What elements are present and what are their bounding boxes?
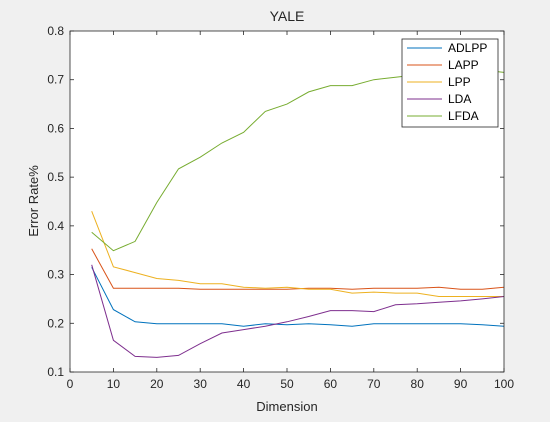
series-line-lpp bbox=[91, 211, 504, 297]
x-tick-label: 40 bbox=[237, 377, 251, 391]
legend-label-lda: LDA bbox=[448, 92, 471, 106]
y-tick-label: 0.7 bbox=[47, 73, 64, 87]
x-tick-label: 80 bbox=[411, 377, 425, 391]
y-tick-label: 0.3 bbox=[47, 268, 64, 282]
legend: ADLPP LAPP LPP LDA LFDA bbox=[401, 38, 499, 128]
y-tick-label: 0.8 bbox=[47, 24, 64, 38]
x-tick-label: 70 bbox=[367, 377, 381, 391]
x-tick-label: 30 bbox=[194, 377, 208, 391]
x-tick-label: 0 bbox=[67, 377, 74, 391]
x-tick-label: 20 bbox=[150, 377, 164, 391]
chart-title: YALE bbox=[270, 8, 305, 24]
series-line-adlpp bbox=[91, 267, 505, 327]
x-tick-label: 10 bbox=[107, 377, 121, 391]
series-line-lda bbox=[91, 264, 505, 358]
y-axis-label: Error Rate% bbox=[26, 165, 41, 237]
legend-label-adlpp: ADLPP bbox=[448, 41, 487, 55]
x-axis-label: Dimension bbox=[256, 399, 317, 414]
ticks-layer: 0 10 20 30 40 50 60 70 80 90 100 0.1 0.2 0.3 0.4 0.5 0.6… bbox=[47, 24, 514, 391]
legend-box bbox=[401, 38, 499, 128]
y-tick-label: 0.5 bbox=[47, 170, 64, 184]
y-tick-label: 0.6 bbox=[47, 121, 64, 135]
legend-label-lfda: LFDA bbox=[448, 109, 479, 123]
x-tick-label: 100 bbox=[494, 377, 514, 391]
legend-label-lpp: LPP bbox=[448, 75, 471, 89]
y-tick-label: 0.4 bbox=[47, 219, 64, 233]
y-tick-label: 0.2 bbox=[47, 316, 64, 330]
x-tick-label: 60 bbox=[324, 377, 338, 391]
legend-entries: ADLPP LAPP LPP LDA LFDA bbox=[407, 41, 487, 123]
x-tick-label: 50 bbox=[280, 377, 294, 391]
x-tick-label: 90 bbox=[454, 377, 468, 391]
y-tick-label: 0.1 bbox=[47, 365, 64, 379]
legend-label-lapp: LAPP bbox=[448, 58, 479, 72]
